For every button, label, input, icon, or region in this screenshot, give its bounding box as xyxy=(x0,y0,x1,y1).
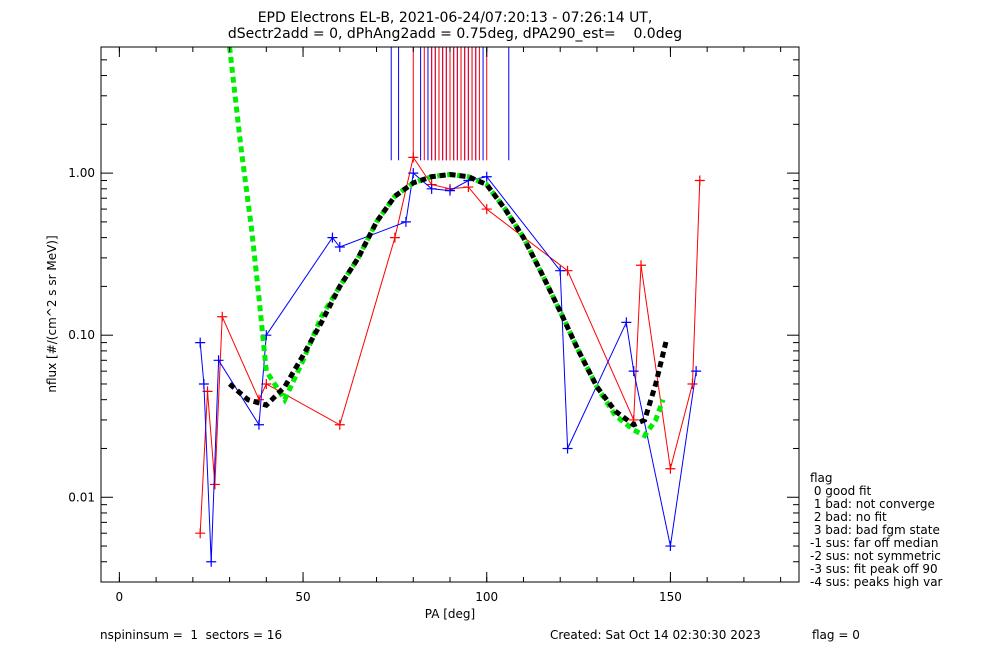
data-point xyxy=(562,443,573,454)
data-point xyxy=(408,152,419,163)
data-point xyxy=(198,378,209,389)
legend-entry: -1 sus: far off median xyxy=(810,536,938,550)
data-point xyxy=(481,171,492,182)
data-point xyxy=(665,541,676,552)
data-point xyxy=(209,479,220,490)
footer-spin-info: nspininsum = 1 sectors = 16 xyxy=(100,628,282,642)
series-fit-curve xyxy=(227,171,670,428)
data-point xyxy=(195,528,206,539)
data-point xyxy=(555,265,566,276)
data-point xyxy=(334,419,345,430)
y-tick-label: 1.00 xyxy=(68,166,95,180)
x-tick-label: 100 xyxy=(475,590,498,604)
legend-entry: 0 good fit xyxy=(810,484,872,498)
x-axis: 0 50 100 150 xyxy=(116,47,782,604)
series-layer xyxy=(195,47,705,567)
data-point xyxy=(665,463,676,474)
data-point xyxy=(217,311,228,322)
data-point xyxy=(691,366,702,377)
data-point xyxy=(687,378,698,389)
data-point xyxy=(195,337,206,348)
y-tick-label: 0.01 xyxy=(68,490,95,504)
legend-entry: -4 sus: peaks high var xyxy=(810,575,943,589)
x-axis-label: PA [deg] xyxy=(425,607,475,621)
data-point xyxy=(400,216,411,227)
data-point xyxy=(481,204,492,215)
x-tick-label: 0 xyxy=(116,590,124,604)
data-point xyxy=(213,355,224,366)
data-point xyxy=(636,260,647,271)
legend-title: flag xyxy=(810,471,833,485)
footer-flag: flag = 0 xyxy=(812,628,860,642)
vertical-lines-red xyxy=(412,47,488,161)
data-point xyxy=(628,366,639,377)
footer-created: Created: Sat Oct 14 02:30:30 2023 xyxy=(550,628,761,642)
data-point xyxy=(408,168,419,179)
x-tick-label: 50 xyxy=(295,590,310,604)
y-axis-label: nflux [#/(cm^2 s sr MeV)] xyxy=(45,235,59,392)
legend-entry: 3 bad: bad fgm state xyxy=(810,523,940,537)
data-point xyxy=(445,185,455,196)
data-point xyxy=(621,317,632,328)
data-point xyxy=(694,175,705,186)
legend-entry: 1 bad: not converge xyxy=(810,497,935,511)
data-point xyxy=(389,232,400,243)
data-point xyxy=(253,419,264,430)
y-axis: 0.01 0.10 1.00 xyxy=(68,46,799,583)
y-tick-label: 0.10 xyxy=(68,328,95,342)
data-point xyxy=(334,242,345,253)
series-line xyxy=(199,172,697,562)
series-line xyxy=(199,156,701,534)
data-point xyxy=(426,183,437,194)
legend-entry: -2 sus: not symmetric xyxy=(810,549,941,563)
data-point xyxy=(261,378,272,389)
data-point xyxy=(206,556,217,567)
data-point xyxy=(327,232,338,243)
legend: flag 0 good fit 1 bad: not converge 2 ba… xyxy=(810,471,943,589)
chart-title: EPD Electrons EL-B, 2021-06-24/07:20:13 … xyxy=(258,10,653,26)
legend-entry: 2 bad: no fit xyxy=(810,510,887,524)
legend-entry: -3 sus: fit peak off 90 xyxy=(810,562,938,576)
chart-subtitle: dSectr2add = 0, dPhAng2add = 0.75deg, dP… xyxy=(228,26,682,42)
x-tick-label: 150 xyxy=(659,590,682,604)
